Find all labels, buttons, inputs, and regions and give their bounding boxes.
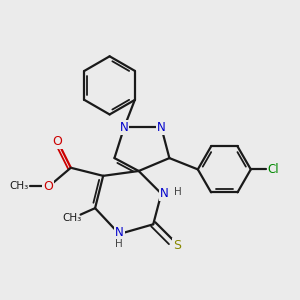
Text: O: O <box>43 180 53 193</box>
Text: Cl: Cl <box>268 163 279 176</box>
Text: N: N <box>115 226 124 239</box>
Text: H: H <box>116 239 123 249</box>
Text: O: O <box>52 135 62 148</box>
Text: H: H <box>174 187 182 197</box>
Text: N: N <box>157 121 166 134</box>
Text: N: N <box>160 187 168 200</box>
Text: CH₃: CH₃ <box>10 181 29 190</box>
Text: S: S <box>173 239 181 253</box>
Text: CH₃: CH₃ <box>62 213 81 223</box>
Text: N: N <box>120 121 128 134</box>
